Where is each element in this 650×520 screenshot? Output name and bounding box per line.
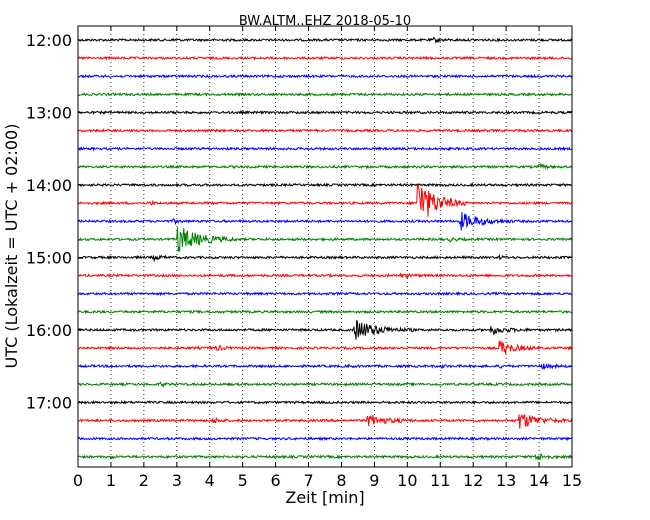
x-tick-label: 13 bbox=[496, 471, 516, 490]
y-tick-label: 16:00 bbox=[26, 321, 72, 340]
y-tick-label: 17:00 bbox=[26, 393, 72, 412]
seismogram-trace-1545 bbox=[78, 309, 573, 315]
seismogram-trace-1345 bbox=[77, 163, 573, 170]
grid bbox=[110, 26, 540, 467]
y-axis-label: UTC (Lokalzeit = UTC + 02:00) bbox=[2, 124, 21, 369]
x-tick-label: 11 bbox=[430, 471, 450, 490]
chart-title: BW.ALTM..EHZ 2018-05-10 bbox=[239, 14, 411, 29]
x-tick-label: 5 bbox=[238, 471, 248, 490]
x-tick-label: 14 bbox=[529, 471, 549, 490]
x-tick-label: 1 bbox=[106, 471, 116, 490]
seismogram-trace-1400 bbox=[77, 182, 573, 188]
seismogram-trace-1630 bbox=[77, 363, 573, 370]
seismogram-trace-1245 bbox=[77, 91, 573, 97]
seismogram-trace-1430 bbox=[77, 212, 573, 231]
seismogram-trace-1615 bbox=[77, 340, 573, 354]
y-tick-label: 14:00 bbox=[26, 176, 72, 195]
seismogram-trace-1530 bbox=[77, 291, 573, 297]
seismogram-trace-1415 bbox=[77, 182, 573, 217]
x-tick-label: 12 bbox=[463, 471, 483, 490]
y-tick-label: 15:00 bbox=[26, 248, 72, 267]
seismogram-trace-1445 bbox=[77, 227, 573, 252]
seismogram-trace-1715 bbox=[77, 413, 573, 429]
seismogram-trace-1745 bbox=[77, 453, 573, 461]
x-tick-label: 0 bbox=[73, 471, 83, 490]
seismogram-traces bbox=[77, 36, 573, 461]
seismogram-trace-1500 bbox=[77, 254, 573, 263]
x-tick-label: 4 bbox=[205, 471, 215, 490]
x-tick-label: 8 bbox=[336, 471, 346, 490]
seismogram-trace-1600 bbox=[77, 320, 573, 340]
x-tick-label: 3 bbox=[172, 471, 182, 490]
y-tick-label: 12:00 bbox=[26, 31, 72, 50]
y-axis-ticks: 12:00 13:00 14:00 15:00 16:00 17:00 bbox=[26, 31, 572, 412]
x-tick-label: 15 bbox=[562, 471, 582, 490]
seismogram-trace-1330 bbox=[77, 146, 573, 152]
seismogram-trace-1215 bbox=[77, 55, 573, 61]
seismogram-trace-1700 bbox=[77, 399, 573, 405]
seismogram-trace-1300 bbox=[77, 109, 573, 115]
seismogram-trace-1315 bbox=[77, 128, 573, 134]
x-axis-ticks: 0 1 2 3 4 5 6 7 8 9 10 11 12 13 14 15 bbox=[73, 26, 582, 490]
seismogram-trace-1645 bbox=[77, 381, 573, 388]
seismogram-trace-1200 bbox=[77, 36, 573, 45]
x-tick-label: 7 bbox=[303, 471, 313, 490]
x-axis-label: Zeit [min] bbox=[285, 488, 364, 507]
y-tick-label: 13:00 bbox=[26, 103, 72, 122]
plot-frame bbox=[77, 25, 573, 468]
seismogram-trace-1515 bbox=[77, 272, 573, 279]
x-tick-label: 2 bbox=[139, 471, 149, 490]
seismogram-trace-1230 bbox=[77, 73, 573, 79]
seismogram-trace-1730 bbox=[77, 436, 573, 442]
x-tick-label: 9 bbox=[369, 471, 379, 490]
x-tick-label: 6 bbox=[271, 471, 281, 490]
x-tick-label: 10 bbox=[397, 471, 417, 490]
